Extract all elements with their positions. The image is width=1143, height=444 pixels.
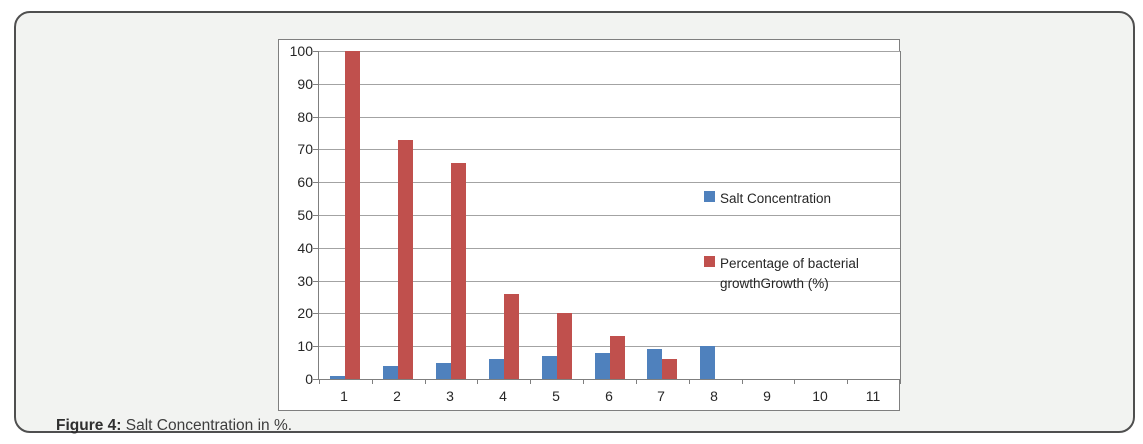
x-tick-5 xyxy=(583,379,584,384)
figure-caption: Figure 4: Salt Concentration in %. xyxy=(56,417,292,435)
bar-percentage-of-bacterial-growthgrowth-cat7 xyxy=(662,359,677,379)
x-axis-label-11: 11 xyxy=(865,388,881,404)
y-tick-10 xyxy=(313,346,319,347)
y-tick-60 xyxy=(313,182,319,183)
y-axis-label-100: 100 xyxy=(289,43,313,59)
x-axis-label-10: 10 xyxy=(812,388,828,404)
y-axis-label-40: 40 xyxy=(297,240,313,256)
gridline-70 xyxy=(319,149,900,150)
caption-prefix: Figure 4: xyxy=(56,417,122,434)
y-axis-label-80: 80 xyxy=(297,109,313,125)
chart: 0 10 20 30 40 50 60 70 80 90 100 Salt Concentratio… xyxy=(278,39,901,411)
y-tick-40 xyxy=(313,248,319,249)
bar-percentage-of-bacterial-growthgrowth-cat6 xyxy=(610,336,625,379)
legend-label: Salt Concentration xyxy=(720,191,832,206)
bar-percentage-of-bacterial-growthgrowth-cat4 xyxy=(504,294,519,379)
gridline-50 xyxy=(319,215,900,216)
caption-text: Salt Concentration in %. xyxy=(121,417,293,434)
gridline-80 xyxy=(319,117,900,118)
bar-salt-concentration-cat8 xyxy=(700,346,715,379)
y-axis-label-10: 10 xyxy=(297,338,313,354)
x-axis-label-4: 4 xyxy=(499,388,507,404)
x-axis-label-6: 6 xyxy=(605,388,613,404)
figure-frame: 0 10 20 30 40 50 60 70 80 90 100 Salt Concentratio… xyxy=(14,11,1135,435)
gridline-100 xyxy=(319,51,900,52)
legend-label: Percentage of bacterial growthGrowth (%) xyxy=(720,256,859,291)
x-tick-0 xyxy=(319,379,320,384)
bar-percentage-of-bacterial-growthgrowth-cat2 xyxy=(398,140,413,379)
x-tick-8 xyxy=(742,379,743,384)
y-tick-20 xyxy=(313,313,319,314)
y-tick-70 xyxy=(313,149,319,150)
gridline-40 xyxy=(319,248,900,249)
x-tick-4 xyxy=(530,379,531,384)
gridline-20 xyxy=(319,313,900,314)
x-axis-label-5: 5 xyxy=(552,388,560,404)
y-axis-label-20: 20 xyxy=(297,305,313,321)
gridline-60 xyxy=(319,182,900,183)
y-axis-label-90: 90 xyxy=(297,76,313,92)
bar-salt-concentration-cat4 xyxy=(489,359,504,379)
x-axis-label-2: 2 xyxy=(393,388,401,404)
y-axis-label-30: 30 xyxy=(297,273,313,289)
x-tick-7 xyxy=(689,379,690,384)
y-tick-0 xyxy=(313,379,319,380)
y-axis-label-60: 60 xyxy=(297,174,313,190)
x-axis-label-7: 7 xyxy=(657,388,665,404)
bar-salt-concentration-cat3 xyxy=(436,363,451,379)
x-axis-label-8: 8 xyxy=(710,388,718,404)
gridline-10 xyxy=(319,346,900,347)
gridline-90 xyxy=(319,84,900,85)
y-tick-50 xyxy=(313,215,319,216)
x-tick-11 xyxy=(900,379,901,384)
bar-salt-concentration-cat6 xyxy=(595,353,610,379)
bar-percentage-of-bacterial-growthgrowth-cat5 xyxy=(557,313,572,379)
x-tick-6 xyxy=(636,379,637,384)
y-axis-label-50: 50 xyxy=(297,207,313,223)
x-tick-10 xyxy=(847,379,848,384)
bar-percentage-of-bacterial-growthgrowth-cat1 xyxy=(345,51,360,379)
gridline-30 xyxy=(319,281,900,282)
y-tick-30 xyxy=(313,281,319,282)
y-tick-100 xyxy=(313,51,319,52)
bar-salt-concentration-cat7 xyxy=(647,349,662,379)
bar-salt-concentration-cat1 xyxy=(330,376,345,379)
legend-item-1: Salt Concentration xyxy=(704,189,831,209)
x-tick-2 xyxy=(425,379,426,384)
y-axis-label-0: 0 xyxy=(305,371,313,387)
legend-swatch-icon xyxy=(704,256,715,267)
y-tick-80 xyxy=(313,117,319,118)
bar-percentage-of-bacterial-growthgrowth-cat3 xyxy=(451,163,466,379)
x-axis-label-3: 3 xyxy=(446,388,454,404)
x-tick-3 xyxy=(477,379,478,384)
y-tick-90 xyxy=(313,84,319,85)
x-tick-1 xyxy=(372,379,373,384)
x-axis-label-9: 9 xyxy=(763,388,771,404)
x-axis-label-1: 1 xyxy=(340,388,348,404)
legend-swatch-icon xyxy=(704,191,715,202)
x-tick-9 xyxy=(794,379,795,384)
plot-area: Salt Concentration Percentage of bacteria… xyxy=(313,51,901,384)
legend-item-2: Percentage of bacterial growthGrowth (%) xyxy=(704,254,892,294)
bar-salt-concentration-cat5 xyxy=(542,356,557,379)
bar-salt-concentration-cat2 xyxy=(383,366,398,379)
y-axis-label-70: 70 xyxy=(297,141,313,157)
